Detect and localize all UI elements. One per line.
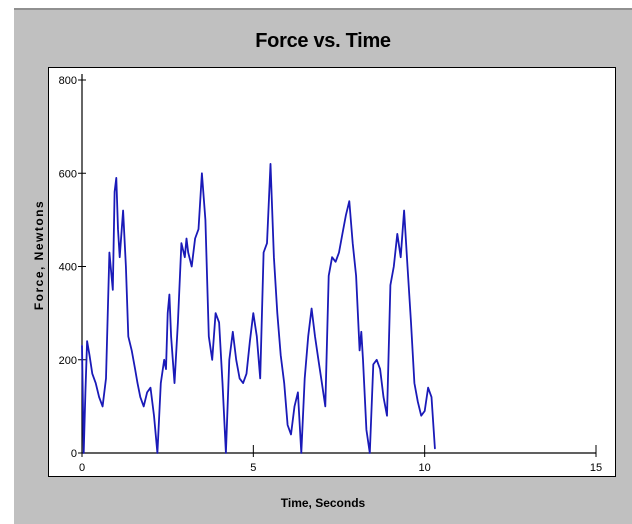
y-tick-label: 800 [59,75,77,87]
force-series-line [81,162,436,454]
x-tick-label: 15 [590,462,602,474]
y-tick-label: 600 [59,168,77,180]
plot-area [48,67,616,477]
y-tick-label: 200 [59,355,77,367]
x-tick-label: 10 [419,462,431,474]
chart-title: Force vs. Time [255,30,391,52]
y-tick-label: 400 [59,262,77,274]
x-tick-label: 0 [79,462,85,474]
x-axis-label: Time, Seconds [280,496,366,510]
frame-top-border [14,8,632,10]
x-tick-label: 5 [250,462,256,474]
y-tick-label: 0 [71,448,77,460]
